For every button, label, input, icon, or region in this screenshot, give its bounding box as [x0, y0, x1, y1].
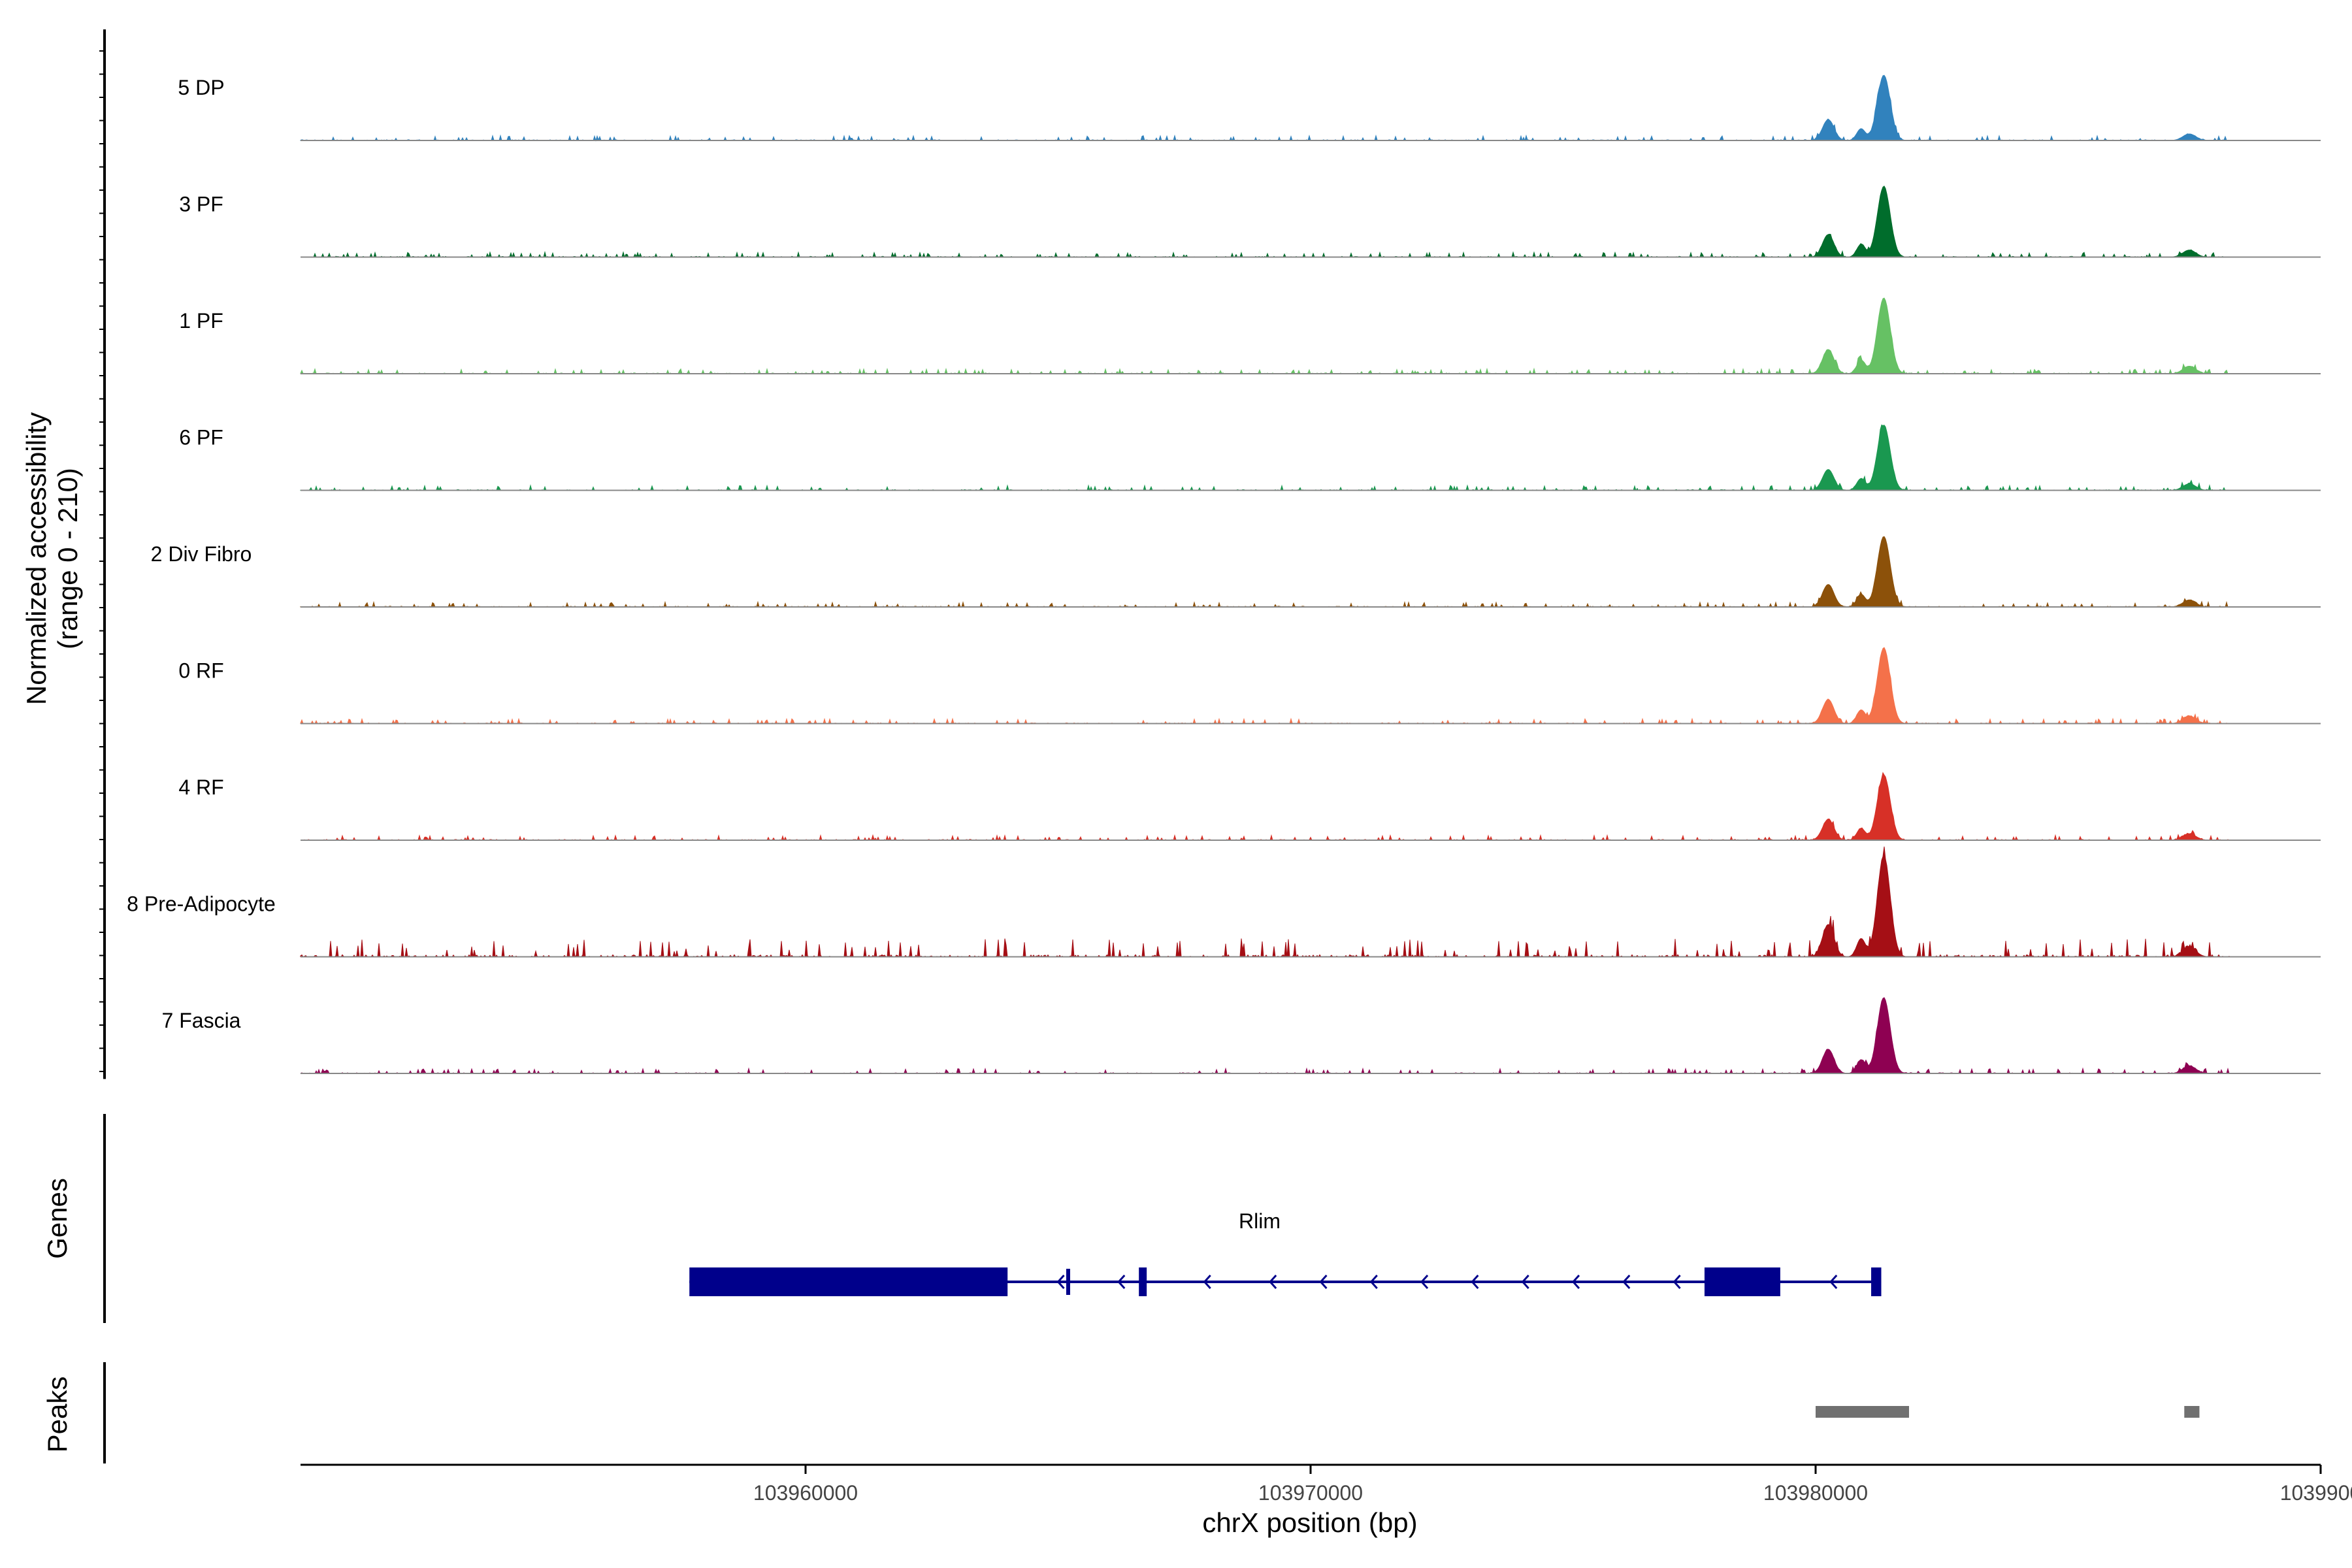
track-label: 1 PF [179, 309, 223, 333]
track-label: 2 Div Fibro [151, 542, 252, 566]
track-label: 6 PF [179, 426, 223, 449]
gene-exon [1871, 1267, 1882, 1296]
strand-arrow [1369, 1274, 1378, 1290]
peaks-panel-label: Peaks [42, 1377, 73, 1453]
x-tick-label: 103970000 [1258, 1481, 1363, 1505]
peak-region [1816, 1406, 1910, 1418]
strand-arrow [1829, 1274, 1838, 1290]
peak-region [2184, 1406, 2200, 1418]
track-label: 8 Pre-Adipocyte [127, 892, 276, 916]
gene-name-label: Rlim [1239, 1209, 1281, 1233]
coverage-area [300, 74, 2230, 142]
coverage-track: 8 Pre-Adipocyte [127, 846, 2321, 958]
strand-arrow [1622, 1274, 1631, 1290]
strand-arrow [1471, 1274, 1479, 1290]
strand-arrow [1420, 1274, 1429, 1290]
track-label: 7 Fascia [162, 1009, 241, 1032]
coverage-area [301, 186, 2230, 259]
strand-arrow [1056, 1274, 1065, 1290]
y-axis-label-line1: Normalized accessibility [21, 412, 52, 705]
coverage-area [300, 997, 2230, 1075]
track-label: 3 PF [179, 193, 223, 216]
coverage-track: 0 RF [178, 647, 2321, 725]
gene-exon [1066, 1269, 1070, 1295]
genes-panel [103, 1114, 1882, 1323]
coverage-track: 6 PF [179, 424, 2321, 492]
strand-arrow [1203, 1274, 1211, 1290]
gene-exon [1139, 1267, 1147, 1296]
coverage-track: 1 PF [179, 297, 2321, 375]
x-axis-title: chrX position (bp) [1202, 1507, 1417, 1538]
strand-arrow [1269, 1274, 1277, 1290]
strand-arrow [1117, 1274, 1126, 1290]
x-axis: 103960000 103970000 103980000 1039900 [301, 1463, 2352, 1505]
genes-panel-label: Genes [42, 1178, 73, 1259]
coverage-track: 7 Fascia [162, 997, 2321, 1075]
strand-arrow [1673, 1274, 1681, 1290]
x-tick-label: 103960000 [753, 1481, 858, 1505]
coverage-area [301, 772, 2230, 841]
coverage-panel: 5 DP 3 PF 1 PF 6 PF 2 Div Fibro 0 RF 4 RF 8 Pre… [99, 29, 2321, 1079]
track-label: 4 RF [178, 776, 223, 799]
gene-exon [689, 1267, 1008, 1296]
strand-arrow [1319, 1274, 1328, 1290]
track-label: 0 RF [178, 659, 223, 683]
coverage-track: 5 DP [178, 74, 2321, 142]
y-axis-label-line2: (range 0 - 210) [52, 468, 83, 649]
strand-arrow [1521, 1274, 1529, 1290]
coverage-area [300, 424, 2230, 492]
coverage-track: 2 Div Fibro [151, 536, 2321, 608]
coverage-track: 3 PF [179, 186, 2321, 259]
gene-exon [1704, 1267, 1780, 1296]
coverage-area [300, 647, 2231, 725]
strand-arrow [1571, 1274, 1580, 1290]
x-tick-label: 1039900 [2280, 1481, 2352, 1505]
coverage-area [300, 297, 2230, 375]
peaks-panel [103, 1362, 2200, 1463]
track-label: 5 DP [178, 76, 224, 99]
coverage-track: 4 RF [178, 772, 2321, 841]
x-tick-label: 103980000 [1763, 1481, 1868, 1505]
coverage-area [300, 846, 2231, 958]
coverage-area [300, 536, 2230, 608]
